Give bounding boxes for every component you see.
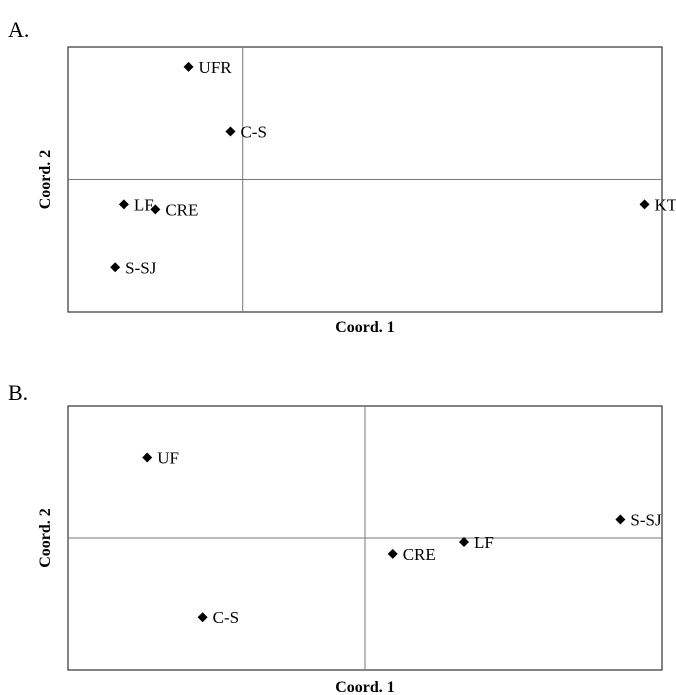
data-point-c-s xyxy=(197,612,208,623)
x-axis-label: Coord. 1 xyxy=(335,679,395,695)
data-point-kt xyxy=(639,199,650,210)
data-point-uf xyxy=(142,452,153,463)
y-axis-label: Coord. 2 xyxy=(37,150,54,210)
point-label-cre: CRE xyxy=(403,545,436,564)
panel-letter: B. xyxy=(8,380,28,405)
data-point-s-sj xyxy=(615,514,626,525)
data-point-lf xyxy=(118,199,129,210)
point-label-cre: CRE xyxy=(165,200,198,219)
point-label-s-sj: S-SJ xyxy=(630,511,662,530)
data-point-lf xyxy=(459,536,469,547)
point-label-lf: LF xyxy=(134,195,154,214)
x-axis-label: Coord. 1 xyxy=(335,319,395,336)
data-point-c-s xyxy=(225,126,236,137)
point-label-kt: KT xyxy=(655,195,676,214)
data-point-ufr xyxy=(183,61,194,72)
data-point-cre xyxy=(150,204,161,215)
point-label-s-sj: S-SJ xyxy=(125,258,157,277)
point-label-c-s: C-S xyxy=(240,122,266,141)
point-label-lf: LF xyxy=(474,533,494,552)
data-point-s-sj xyxy=(110,262,121,273)
panel-b: B. Coord. 1 Coord. 2 UF S-SJ LF CRE C-S xyxy=(8,380,663,695)
point-label-c-s: C-S xyxy=(213,608,239,627)
panel-a: A. Coord. 1 Coord. 2 UFR C-S LF CRE S-SJ KT xyxy=(8,17,676,336)
data-point-cre xyxy=(387,548,398,559)
panel-letter: A. xyxy=(8,17,29,42)
y-axis-label: Coord. 2 xyxy=(37,508,54,568)
point-label-uf: UF xyxy=(157,448,179,467)
point-label-ufr: UFR xyxy=(199,58,233,77)
